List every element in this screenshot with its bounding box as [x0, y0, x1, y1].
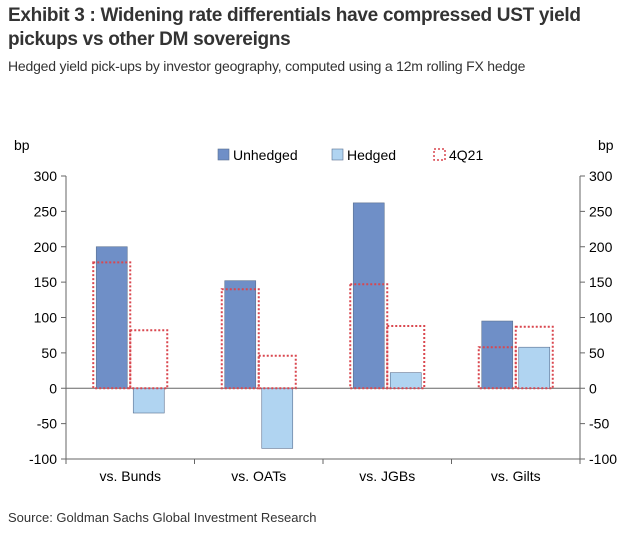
unhedged-bar	[224, 280, 257, 389]
chart-title: Exhibit 3 : Widening rate differentials …	[8, 5, 581, 50]
category-label: vs. OATs	[231, 468, 286, 484]
q4-reference-outline	[514, 325, 554, 390]
y-tick-label-right: 100	[589, 310, 613, 326]
y-tick-label-right: 250	[589, 203, 613, 219]
y-tick-label-right: 50	[589, 345, 605, 361]
axes: 300 300 250 250 200 200 150 150 100 100 50 50 0 0 -50 -…	[14, 137, 617, 484]
y-tick-label-right: 150	[589, 274, 613, 290]
y-tick-label-left: -100	[29, 451, 57, 467]
y-axis-label-left: bp	[14, 137, 30, 153]
hedged-bar	[389, 372, 422, 389]
q4-reference-outline	[257, 354, 297, 390]
y-tick-label-right: -100	[589, 451, 617, 467]
bars	[95, 202, 551, 449]
y-tick-label-right: -50	[589, 416, 609, 432]
y-tick-label-left: 200	[34, 239, 58, 255]
legend-label: 4Q21	[449, 147, 483, 163]
y-tick-label-right: 0	[589, 380, 597, 396]
q4-reference-outline	[92, 261, 132, 390]
unhedged-bar	[481, 320, 514, 389]
q4-reference-outline	[386, 324, 426, 390]
y-tick-label-left: 50	[41, 345, 57, 361]
chart-subtitle: Hedged yield pick-ups by investor geogra…	[8, 58, 526, 74]
legend-label: Hedged	[347, 147, 396, 163]
legend-label: Unhedged	[233, 147, 298, 163]
hedged-bar	[261, 387, 294, 449]
category-label: vs. Bunds	[100, 468, 161, 484]
unhedged-bar	[352, 202, 385, 389]
legend-swatch	[331, 148, 344, 161]
category-label: vs. JGBs	[359, 468, 415, 484]
legend-swatch	[433, 148, 446, 161]
source-note: Source: Goldman Sachs Global Investment …	[8, 510, 317, 525]
y-tick-label-left: 0	[49, 380, 57, 396]
y-tick-label-left: 100	[34, 310, 58, 326]
y-tick-label-right: 300	[589, 168, 613, 184]
q4-reference-outline	[129, 329, 169, 390]
hedged-bar	[132, 387, 165, 414]
category-label: vs. Gilts	[491, 468, 541, 484]
unhedged-bar	[95, 246, 128, 389]
y-tick-label-left: 150	[34, 274, 58, 290]
y-tick-label-right: 200	[589, 239, 613, 255]
y-tick-label-left: 250	[34, 203, 58, 219]
y-tick-label-left: -50	[37, 416, 57, 432]
y-tick-label-left: 300	[34, 168, 58, 184]
legend: Unhedged Hedged 4Q21	[217, 147, 483, 163]
hedged-bar	[518, 346, 551, 389]
bar-chart: 300 300 250 250 200 200 150 150 100 100 50 50 0 0 -50 -…	[14, 137, 617, 484]
legend-swatch	[217, 148, 230, 161]
reference-outlines	[92, 261, 554, 390]
y-axis-label-right: bp	[598, 137, 614, 153]
